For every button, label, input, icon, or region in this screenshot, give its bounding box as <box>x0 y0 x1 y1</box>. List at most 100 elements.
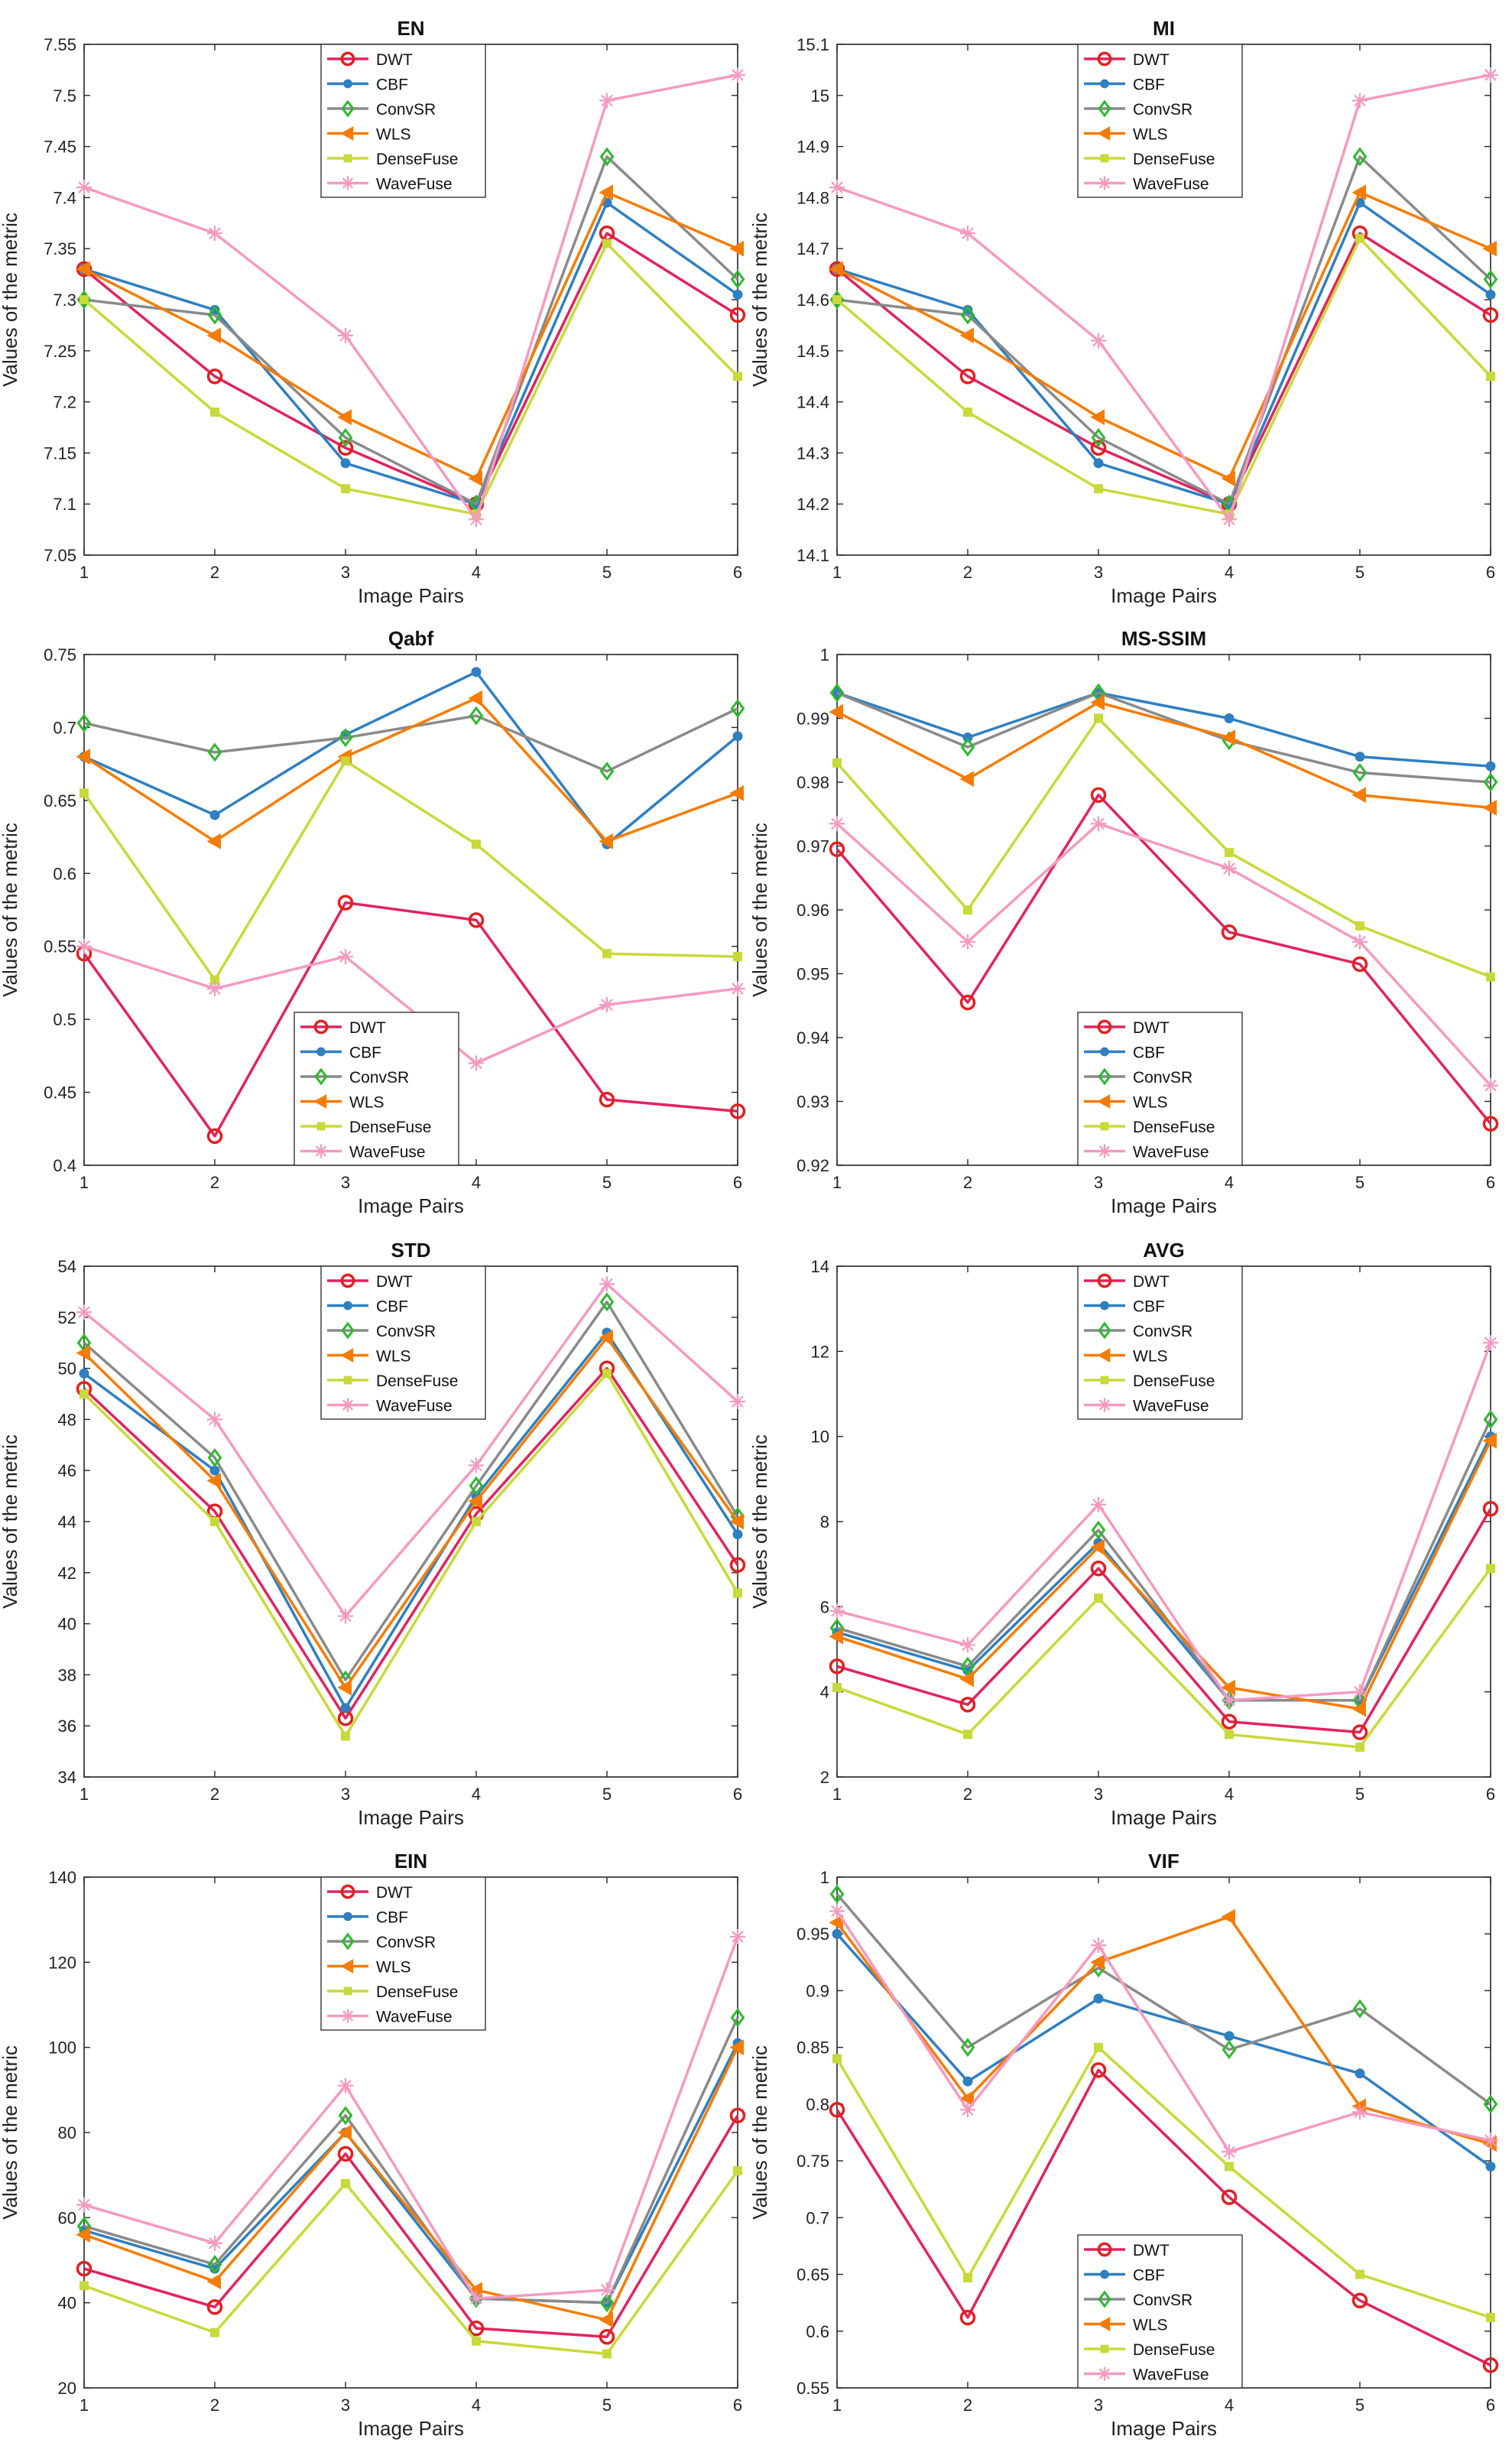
data-point <box>733 372 742 382</box>
legend-marker <box>1097 2317 1111 2331</box>
data-point <box>469 706 484 726</box>
y-tick-label: 12 <box>811 1342 829 1361</box>
data-point <box>76 261 90 278</box>
y-tick-label: 14.1 <box>797 546 829 565</box>
data-point <box>729 240 744 257</box>
legend-entry: ConvSR <box>376 1323 436 1340</box>
x-tick-label: 2 <box>963 2396 972 2415</box>
y-axis-label: Values of the metric <box>0 823 21 997</box>
data-point <box>207 742 222 762</box>
chart-title: EIN <box>394 1850 427 1873</box>
y-tick-label: 0.99 <box>797 710 829 729</box>
data-point <box>832 1683 842 1693</box>
data-point <box>962 733 973 743</box>
legend-box <box>1077 2234 1243 2389</box>
series-wls <box>76 184 744 487</box>
legend-marker <box>1097 1348 1111 1363</box>
data-point <box>829 1628 843 1645</box>
legend-entry: ConvSR <box>1133 1323 1192 1340</box>
data-point <box>1222 860 1237 876</box>
legend-marker <box>1100 1376 1109 1385</box>
series-line <box>835 1915 1491 2146</box>
legend: DWT CBF ConvSR WLS DenseFuse WaveFuse <box>1077 1265 1243 1420</box>
data-point <box>963 905 972 914</box>
series-line <box>835 237 1492 516</box>
data-point <box>338 327 353 343</box>
legend-marker <box>1100 154 1109 163</box>
data-point <box>960 737 975 757</box>
data-point <box>1222 1692 1237 1708</box>
data-point <box>960 1656 975 1676</box>
series-convsr <box>829 1884 1498 2114</box>
legend-marker <box>340 126 354 141</box>
data-point <box>207 981 222 997</box>
legend-marker <box>314 1067 328 1086</box>
series-wavefuse <box>76 938 745 1071</box>
data-point <box>341 756 350 766</box>
y-tick-label: 0.96 <box>797 901 829 920</box>
legend-entry: CBF <box>1133 1298 1165 1316</box>
data-point <box>602 239 612 248</box>
legend-box <box>294 1012 459 1166</box>
legend-marker <box>1097 51 1112 67</box>
legend-entry: WLS <box>1133 2317 1168 2334</box>
x-tick-label: 6 <box>1486 1785 1495 1804</box>
x-axis-label: Image Pairs <box>358 1806 464 1829</box>
data-point <box>829 180 845 196</box>
data-point <box>340 458 351 469</box>
data-point <box>1483 1335 1498 1351</box>
series-densefuse <box>832 2042 1495 2322</box>
data-point <box>599 147 615 167</box>
legend-entry: CBF <box>1133 2267 1165 2285</box>
data-point <box>963 2273 972 2283</box>
series-wls <box>829 1432 1497 1717</box>
series-line <box>83 1301 739 1681</box>
legend-entry: ConvSR <box>1133 101 1192 119</box>
y-tick-label: 44 <box>58 1512 76 1532</box>
x-tick-label: 6 <box>1486 1173 1495 1192</box>
x-tick-label: 2 <box>963 1785 972 1804</box>
chart-mi: MI 1 2 3 4 5 6 14.1 14.2 14.3 14.4 14.5 14.6 14.7 14.8… <box>748 17 1499 607</box>
data-point <box>1483 1077 1498 1093</box>
data-point <box>732 1529 743 1540</box>
data-point <box>829 1903 845 1919</box>
legend-marker <box>1097 2242 1112 2257</box>
x-axis-label: Image Pairs <box>1111 1194 1217 1217</box>
legend-entry: WLS <box>1133 1348 1168 1366</box>
y-axis-label: Values of the metric <box>748 1434 771 1609</box>
data-point <box>599 833 613 849</box>
series-line <box>83 2046 739 2321</box>
data-point <box>829 683 845 703</box>
chart-title: MI <box>1153 17 1175 40</box>
series-wls <box>76 1330 744 1696</box>
legend: DWT CBF ConvSR WLS DenseFuse WaveFuse <box>320 1876 486 2031</box>
data-point <box>1090 1560 1107 1577</box>
data-point <box>602 949 612 959</box>
data-point <box>1486 372 1495 382</box>
legend-box <box>1077 44 1243 198</box>
data-point <box>1090 2062 1107 2078</box>
legend: DWT CBF ConvSR WLS DenseFuse WaveFuse <box>1077 44 1243 198</box>
data-point <box>733 2166 742 2176</box>
x-tick-label: 2 <box>210 1785 219 1804</box>
data-point <box>732 731 743 742</box>
y-tick-label: 140 <box>48 1868 76 1887</box>
series-line <box>836 201 1492 505</box>
y-tick-label: 14.6 <box>797 291 829 310</box>
data-point <box>206 368 223 385</box>
legend-marker <box>1100 1122 1109 1131</box>
series-line <box>836 190 1491 480</box>
legend-entry: DWT <box>376 1273 413 1291</box>
data-point <box>1352 1684 1368 1700</box>
series-line <box>83 2114 739 2338</box>
series-cbf <box>832 1928 1496 2172</box>
legend-entry: CBF <box>1133 76 1165 94</box>
legend-entry: ConvSR <box>376 101 436 119</box>
y-tick-label: 0.9 <box>806 1981 829 2000</box>
data-point <box>76 2260 92 2277</box>
series-wavefuse <box>829 1903 1498 2160</box>
data-point <box>341 2178 350 2188</box>
data-point <box>1221 1714 1238 1730</box>
series-wls <box>829 184 1497 487</box>
